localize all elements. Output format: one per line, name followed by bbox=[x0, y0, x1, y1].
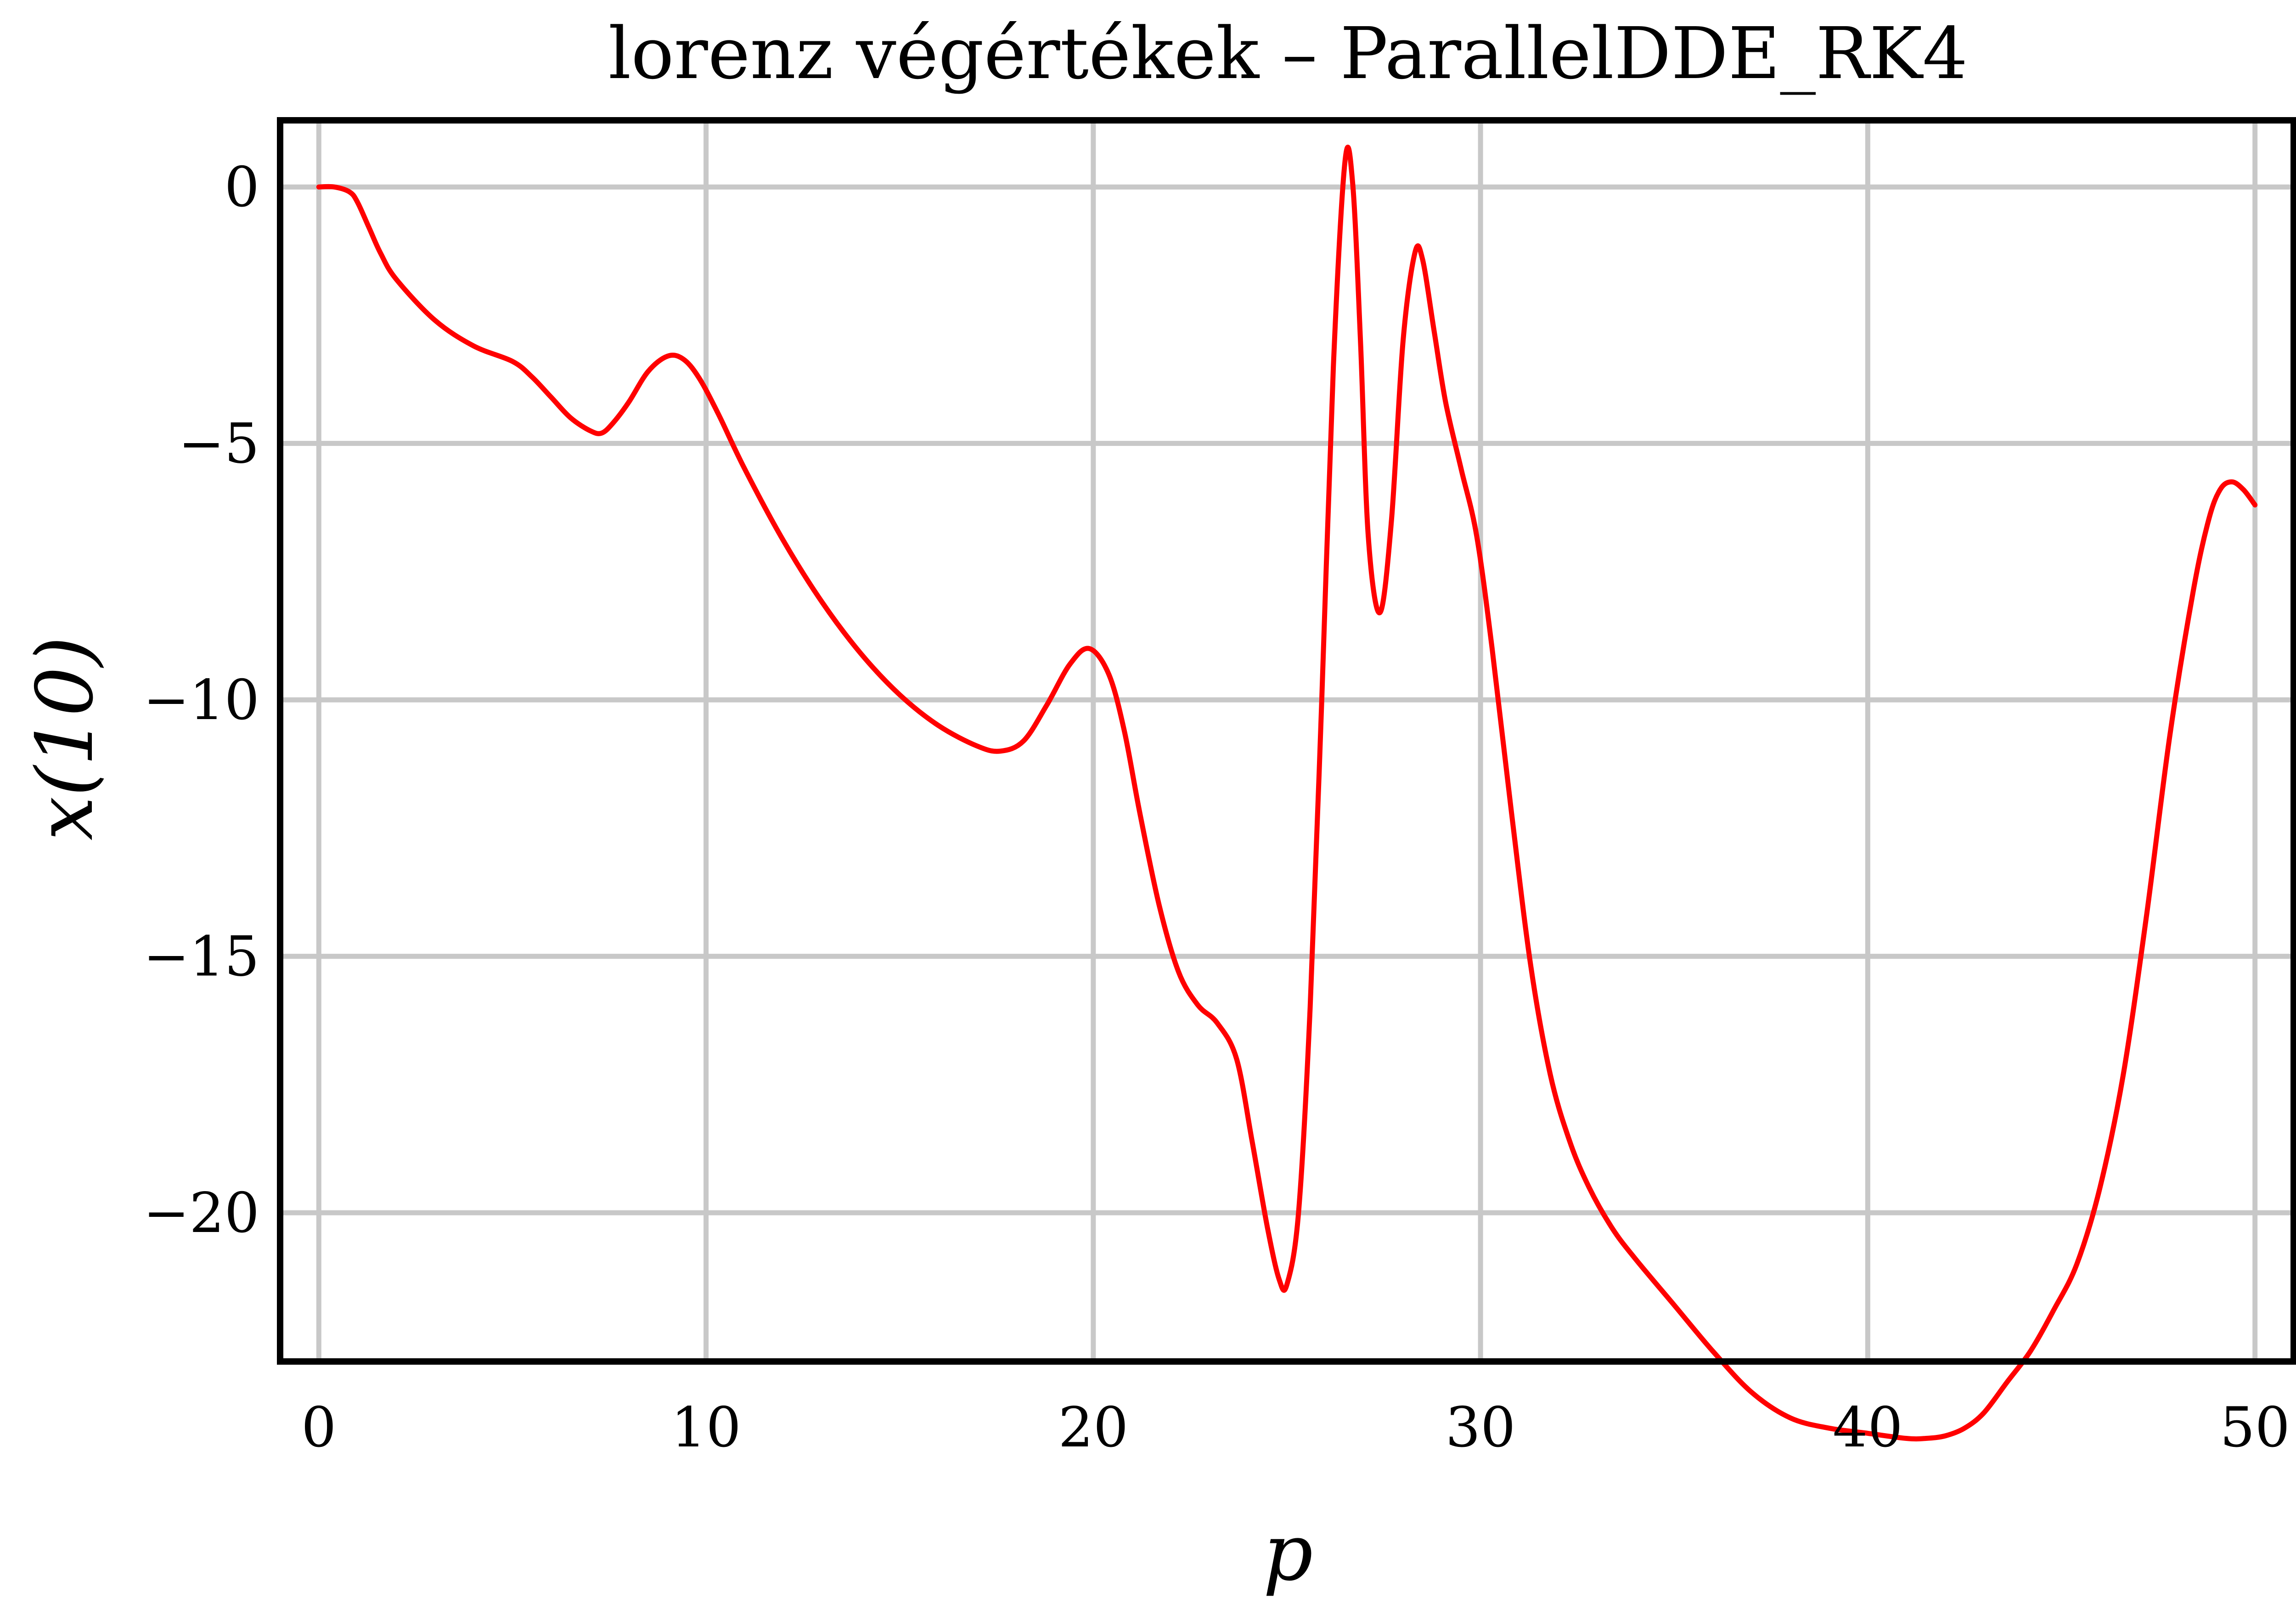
x-tick-label: 10 bbox=[671, 1396, 741, 1460]
plot-frame bbox=[277, 117, 2296, 1365]
x-axis-label: p bbox=[1263, 1508, 1313, 1598]
y-tick-labels: 0 −5 −10 −15 −20 bbox=[143, 156, 259, 1245]
y-tick-label: −15 bbox=[143, 925, 259, 989]
x-tick-label: 30 bbox=[1446, 1396, 1516, 1460]
y-tick-label: 0 bbox=[225, 156, 259, 219]
grid bbox=[280, 120, 2294, 1361]
x-tick-label: 40 bbox=[1833, 1396, 1903, 1460]
chart-title: lorenz végértékek – ParallelDDE_RK4 bbox=[608, 12, 1968, 95]
y-tick-label: −5 bbox=[178, 412, 259, 476]
x-tick-labels: 0 10 20 30 40 50 bbox=[301, 1396, 2290, 1460]
series-line bbox=[316, 145, 2258, 1442]
x-tick-label: 50 bbox=[2220, 1396, 2290, 1460]
y-tick-label: −20 bbox=[143, 1181, 259, 1245]
y-axis-label: x(10) bbox=[20, 636, 111, 841]
y-tick-label: −10 bbox=[143, 669, 259, 732]
series-group bbox=[316, 145, 2258, 1442]
x-tick-label: 20 bbox=[1058, 1396, 1129, 1460]
x-tick-label: 0 bbox=[301, 1396, 336, 1460]
